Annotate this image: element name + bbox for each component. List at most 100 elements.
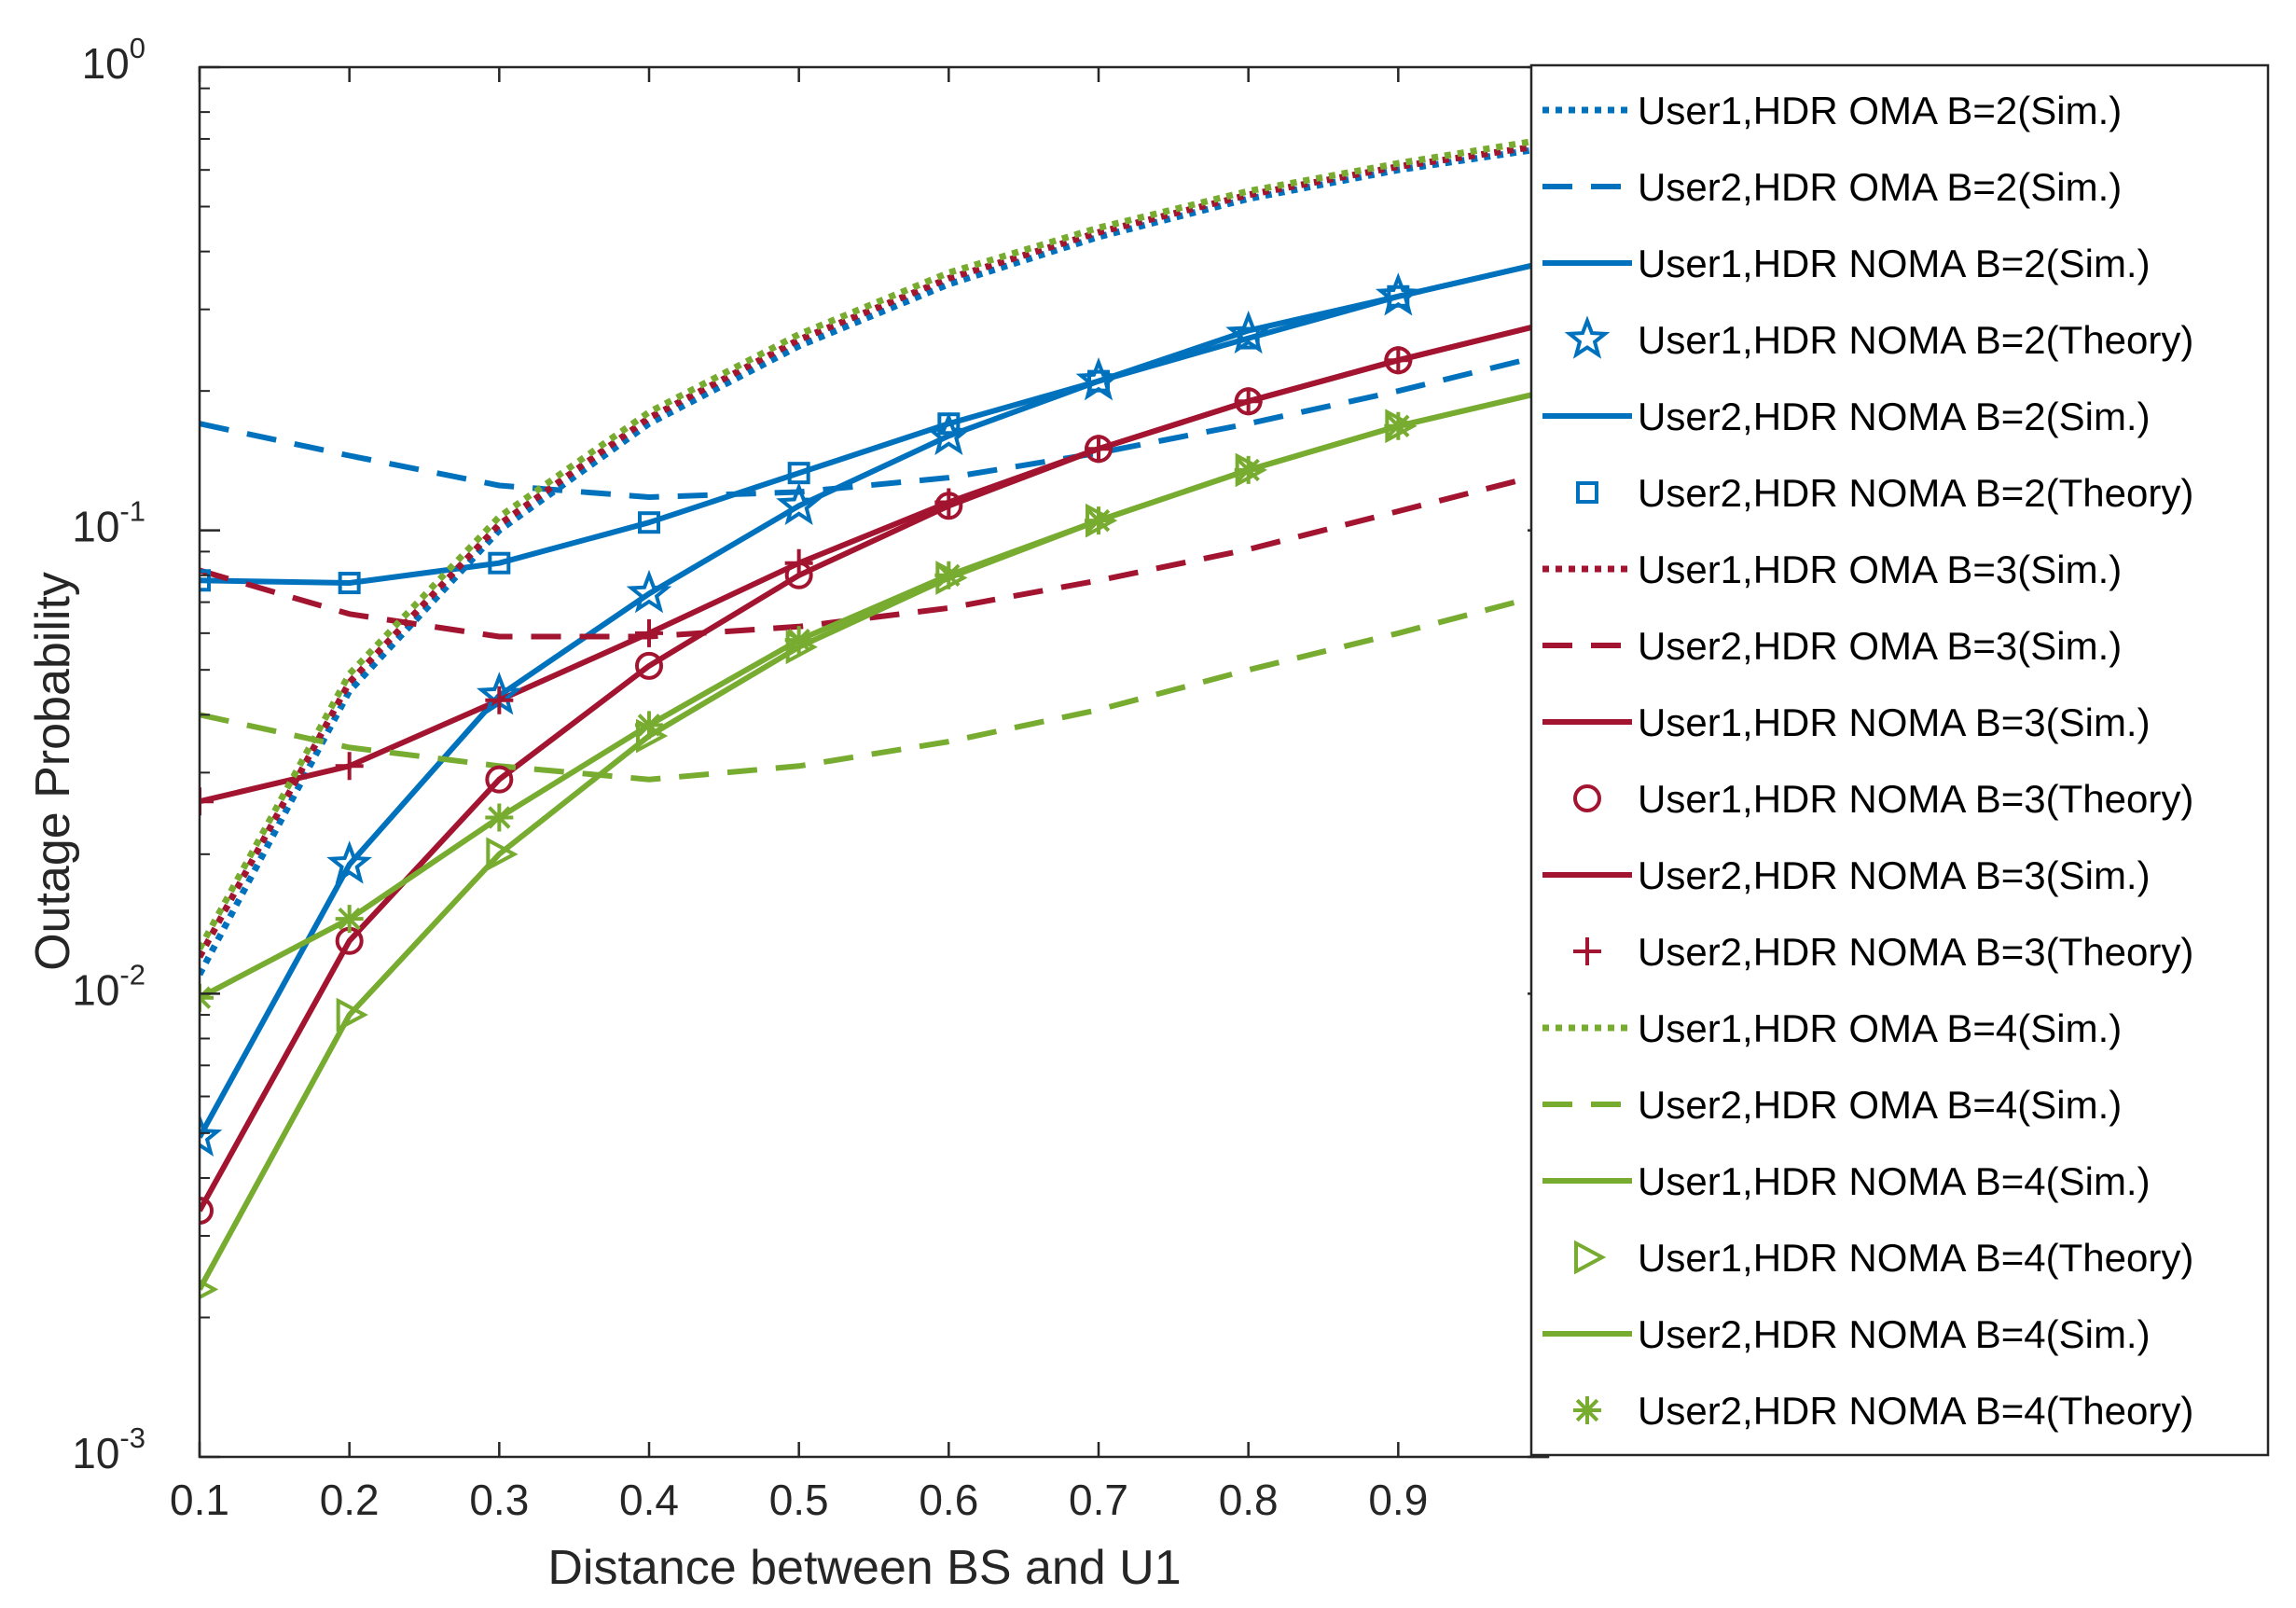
data-point-square xyxy=(638,511,660,534)
data-point-square xyxy=(787,462,810,485)
data-point-asterisk xyxy=(1085,506,1113,535)
series-user2-hdr-noma-b-3-sim xyxy=(200,320,1548,805)
series-line-user2-hdr-noma-b-2-sim xyxy=(200,258,1548,586)
legend-label: User2,HDR NOMA B=2(Sim.) xyxy=(1638,395,2151,438)
data-point-star xyxy=(326,840,373,884)
data-point-plus xyxy=(1085,435,1113,464)
y-tick-label: 100 xyxy=(82,32,145,88)
legend-label: User2,HDR OMA B=4(Sim.) xyxy=(1638,1083,2122,1127)
data-point-triangle-right xyxy=(200,1279,219,1300)
data-point-plus xyxy=(335,752,364,781)
legend-item: User2,HDR NOMA B=2(Sim.) xyxy=(1542,395,2151,438)
series-user1-hdr-noma-b-2-sim xyxy=(200,258,1548,1139)
legend-item: User2,HDR NOMA B=3(Sim.) xyxy=(1542,853,2151,897)
legend-label: User1,HDR NOMA B=2(Theory) xyxy=(1638,318,2193,362)
data-point-circle xyxy=(635,651,663,680)
data-point-square xyxy=(338,572,361,595)
data-point-plus xyxy=(485,686,514,714)
x-tick-label: 0.7 xyxy=(1069,1476,1128,1524)
legend-label: User2,HDR OMA B=3(Sim.) xyxy=(1638,624,2122,668)
data-point-square xyxy=(488,551,511,575)
legend-marker-asterisk xyxy=(1573,1396,1601,1424)
data-point-square xyxy=(1237,326,1260,350)
legend-marker-square xyxy=(1576,481,1598,504)
legend-label: User1,HDR NOMA B=4(Sim.) xyxy=(1638,1159,2151,1203)
data-point-square xyxy=(200,569,211,592)
legend-label: User2,HDR OMA B=2(Sim.) xyxy=(1638,165,2122,209)
series-user2-hdr-oma-b-3-sim xyxy=(200,470,1548,640)
legend-label: User1,HDR NOMA B=4(Theory) xyxy=(1638,1236,2193,1280)
legend-label: User2,HDR NOMA B=2(Theory) xyxy=(1638,471,2193,515)
legend-item: User2,HDR NOMA B=4(Sim.) xyxy=(1542,1312,2151,1356)
legend-marker-plus xyxy=(1573,937,1601,965)
x-tick-label: 0.1 xyxy=(170,1476,229,1524)
y-axis-label: Outage Probability xyxy=(26,572,80,971)
series-line-user1-hdr-noma-b-2-sim xyxy=(200,258,1548,1139)
legend-item: User1,HDR NOMA B=2(Theory) xyxy=(1564,315,2193,362)
data-point-circle xyxy=(200,1197,214,1226)
data-point-plus xyxy=(784,548,813,577)
legend-label: User1,HDR OMA B=2(Sim.) xyxy=(1638,89,2122,132)
series-user2-hdr-noma-b-4-theory xyxy=(200,411,1413,1012)
legend-item: User2,HDR OMA B=2(Sim.) xyxy=(1542,165,2122,209)
data-point-plus xyxy=(1234,387,1263,416)
x-tick-label: 0.9 xyxy=(1368,1476,1428,1524)
legend-label: User2,HDR NOMA B=4(Sim.) xyxy=(1638,1312,2151,1356)
data-point-star xyxy=(925,411,972,456)
legend-label: User2,HDR NOMA B=3(Theory) xyxy=(1638,930,2193,974)
series-user2-hdr-noma-b-4-sim xyxy=(200,388,1548,1001)
series-user2-hdr-noma-b-3-theory xyxy=(200,346,1413,816)
data-point-asterisk xyxy=(1234,455,1263,484)
legend-item: User1,HDR OMA B=4(Sim.) xyxy=(1542,1006,2122,1050)
data-point-asterisk xyxy=(485,803,514,832)
series-user1-hdr-oma-b-4-sim xyxy=(200,135,1548,950)
legend-marker-star xyxy=(1564,315,1611,359)
legend-label: User1,HDR NOMA B=2(Sim.) xyxy=(1638,242,2151,285)
legend-item: User2,HDR OMA B=4(Sim.) xyxy=(1542,1083,2122,1127)
y-tick-label: 10-3 xyxy=(72,1421,145,1477)
data-point-plus xyxy=(934,488,963,517)
data-point-asterisk xyxy=(784,626,813,655)
legend-label: User1,HDR OMA B=4(Sim.) xyxy=(1638,1006,2122,1050)
x-tick-label: 0.6 xyxy=(919,1476,978,1524)
series-line-user2-hdr-noma-b-4-sim xyxy=(200,388,1548,1001)
legend-box xyxy=(1529,63,2270,1457)
series-line-user2-hdr-oma-b-3-sim xyxy=(200,470,1548,640)
series-user2-hdr-noma-b-2-theory xyxy=(200,284,1410,595)
series-line-user2-hdr-noma-b-3-sim xyxy=(200,320,1548,805)
x-axis-label: Distance between BS and U1 xyxy=(547,1541,1181,1595)
series-line-user1-hdr-oma-b-3-sim xyxy=(200,141,1548,959)
data-point-circle xyxy=(485,765,514,794)
legend-item: User1,HDR NOMA B=3(Theory) xyxy=(1573,777,2193,821)
data-point-triangle-right xyxy=(336,997,368,1033)
data-point-triangle-right xyxy=(486,837,519,872)
series-line-user2-hdr-oma-b-2-sim xyxy=(200,351,1548,500)
data-point-star xyxy=(626,569,672,614)
legend-item: User2,HDR NOMA B=2(Theory) xyxy=(1576,471,2193,515)
y-tick-label: 10-2 xyxy=(72,958,145,1014)
y-tick-label: 10-1 xyxy=(72,495,145,551)
series-user2-hdr-oma-b-2-sim xyxy=(200,351,1548,500)
data-point-star xyxy=(200,1113,223,1157)
legend-item: User2,HDR NOMA B=4(Theory) xyxy=(1573,1389,2193,1433)
data-point-square xyxy=(937,412,961,436)
legend-item: User1,HDR OMA B=3(Sim.) xyxy=(1542,548,2122,591)
legend-marker-circle xyxy=(1573,784,1601,812)
legend-label: User1,HDR NOMA B=3(Theory) xyxy=(1638,777,2193,821)
legend-item: User1,HDR OMA B=2(Sim.) xyxy=(1542,89,2122,132)
data-point-asterisk xyxy=(1384,411,1413,440)
legend-label: User2,HDR NOMA B=4(Theory) xyxy=(1638,1389,2193,1433)
data-point-plus xyxy=(200,787,214,816)
legend-item: User1,HDR NOMA B=4(Sim.) xyxy=(1542,1159,2151,1203)
legend-item: User2,HDR NOMA B=3(Theory) xyxy=(1573,930,2193,974)
legend-label: User1,HDR NOMA B=3(Sim.) xyxy=(1638,700,2151,744)
series-user1-hdr-oma-b-3-sim xyxy=(200,141,1548,959)
data-point-plus xyxy=(1384,346,1413,375)
x-tick-label: 0.8 xyxy=(1219,1476,1279,1524)
data-point-star xyxy=(1225,310,1272,354)
legend-item: User2,HDR OMA B=3(Sim.) xyxy=(1542,624,2122,668)
legend: User1,HDR OMA B=2(Sim.) User2,HDR OMA B=2… xyxy=(1529,63,2270,1457)
legend-item: User1,HDR NOMA B=4(Theory) xyxy=(1574,1236,2193,1280)
